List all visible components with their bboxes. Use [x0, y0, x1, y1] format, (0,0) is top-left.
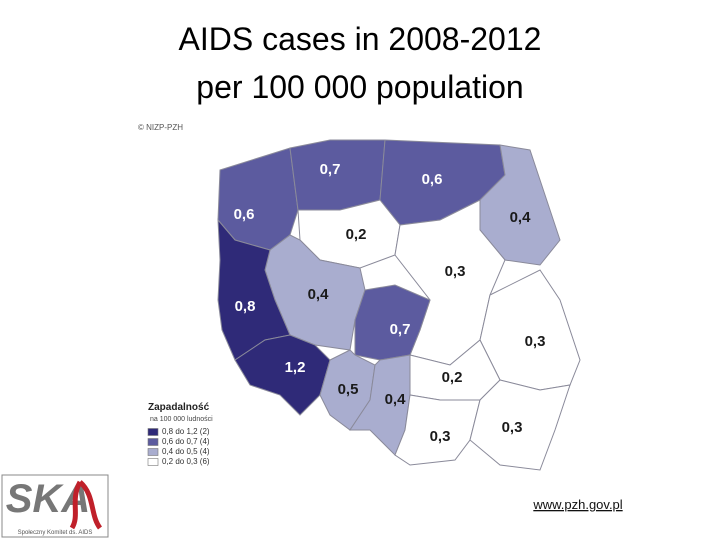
legend: Zapadalność na 100 000 ludności 0,8 do 1… — [147, 402, 213, 466]
region-label: 0,2 — [346, 226, 367, 243]
legend-swatch — [147, 458, 159, 466]
logo-ribbon — [69, 480, 103, 530]
region-label: 0,2 — [442, 369, 463, 386]
copyright: © NIZP-PZH — [138, 123, 183, 132]
legend-swatch — [147, 448, 159, 456]
legend-label: 0,6 do 0,7 (4) — [162, 437, 210, 446]
legend-subtitle: na 100 000 ludności — [150, 416, 213, 423]
region-label: 0,4 — [308, 286, 330, 303]
legend-label: 0,8 do 1,2 (2) — [162, 427, 210, 436]
title-line: AIDS cases in 2008-2012 — [179, 21, 542, 57]
legend-swatch — [147, 428, 159, 436]
region-label: 0,6 — [234, 206, 255, 223]
logo: SKA Społeczny Komitet ds. AIDS — [1, 474, 109, 538]
legend-swatch — [147, 438, 159, 446]
region-label: 1,2 — [285, 359, 306, 376]
region — [469, 379, 571, 471]
map: 0,6 0,7 0,6 0,4 0,2 0,3 0,4 0,8 0,7 0,3 1,2 0,5 0,4 0… — [217, 139, 581, 471]
region-label: 0,5 — [338, 381, 359, 398]
region-label: 0,8 — [235, 298, 256, 315]
region-label: 0,3 — [502, 419, 523, 436]
source-link[interactable]: www.pzh.gov.pl — [532, 497, 622, 512]
region-label: 0,4 — [385, 391, 407, 408]
region-label: 0,3 — [525, 333, 546, 350]
legend-label: 0,2 do 0,3 (6) — [162, 457, 210, 466]
logo-caption: Społeczny Komitet ds. AIDS — [18, 530, 93, 536]
region-label: 0,3 — [430, 428, 451, 445]
legend-title: Zapadalność — [148, 402, 210, 413]
region-label: 0,4 — [510, 209, 532, 226]
region — [394, 394, 481, 466]
region-label: 0,6 — [422, 171, 443, 188]
region-label: 0,7 — [320, 161, 341, 178]
region-label: 0,7 — [390, 321, 411, 338]
region-label: 0,3 — [445, 263, 466, 280]
title-line: per 100 000 population — [196, 69, 523, 105]
legend-label: 0,4 do 0,5 (4) — [162, 447, 210, 456]
